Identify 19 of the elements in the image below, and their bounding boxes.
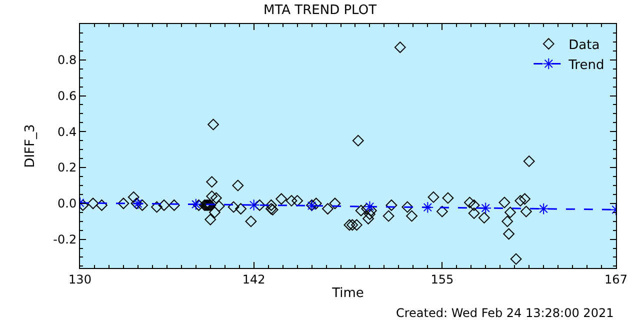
point	[364, 200, 376, 213]
x-tick-label: 130	[68, 272, 92, 286]
y-axis-title: DIFF_3	[23, 124, 38, 168]
legend-label: Trend	[568, 58, 604, 73]
y-tick-label: 0.0	[58, 196, 77, 211]
legend-label: Data	[568, 38, 600, 53]
y-tick-label: 0.2	[58, 160, 77, 175]
x-tick-label: 167	[604, 272, 628, 286]
y-tick-label: -0.2	[53, 232, 77, 246]
point	[538, 202, 550, 215]
text: Created: Wed Feb 24 13:28:00 2021	[396, 306, 614, 320]
x-tick-label: 142	[242, 272, 266, 286]
x-axis-title: Time	[331, 286, 364, 301]
chart-title: MTA TREND PLOT	[263, 2, 377, 18]
y-tick-label: 0.6	[58, 88, 77, 103]
y-tick-label: 0.8	[58, 53, 77, 68]
point	[480, 202, 492, 214]
y-tick-label: 0.4	[58, 124, 77, 139]
x-tick-label: 155	[430, 272, 454, 286]
